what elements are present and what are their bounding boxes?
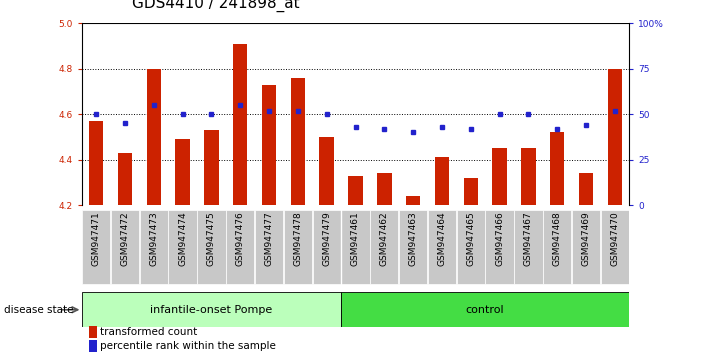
Text: GSM947478: GSM947478 <box>294 211 302 266</box>
Bar <box>608 69 622 205</box>
Text: GDS4410 / 241898_at: GDS4410 / 241898_at <box>132 0 299 12</box>
Text: GSM947467: GSM947467 <box>524 211 533 266</box>
FancyBboxPatch shape <box>572 210 600 284</box>
Text: GSM947477: GSM947477 <box>264 211 274 266</box>
FancyBboxPatch shape <box>198 210 225 284</box>
Bar <box>233 44 247 205</box>
Text: infantile-onset Pompe: infantile-onset Pompe <box>150 305 272 315</box>
FancyBboxPatch shape <box>456 210 485 284</box>
FancyBboxPatch shape <box>255 210 283 284</box>
Text: transformed count: transformed count <box>100 327 198 337</box>
Bar <box>118 153 132 205</box>
Text: GSM947473: GSM947473 <box>149 211 159 266</box>
Text: GSM947462: GSM947462 <box>380 211 389 266</box>
FancyBboxPatch shape <box>82 292 341 327</box>
Bar <box>492 148 507 205</box>
Text: GSM947475: GSM947475 <box>207 211 216 266</box>
Text: GSM947465: GSM947465 <box>466 211 475 266</box>
Bar <box>348 176 363 205</box>
Bar <box>204 130 219 205</box>
FancyBboxPatch shape <box>543 210 572 284</box>
FancyBboxPatch shape <box>111 210 139 284</box>
FancyBboxPatch shape <box>313 210 341 284</box>
Bar <box>146 69 161 205</box>
Text: GSM947476: GSM947476 <box>236 211 245 266</box>
Text: disease state: disease state <box>4 305 73 315</box>
Bar <box>406 196 420 205</box>
Text: GSM947471: GSM947471 <box>92 211 101 266</box>
Bar <box>579 173 593 205</box>
Bar <box>262 85 277 205</box>
Bar <box>319 137 334 205</box>
Text: GSM947472: GSM947472 <box>120 211 129 266</box>
FancyBboxPatch shape <box>428 210 456 284</box>
FancyBboxPatch shape <box>139 210 168 284</box>
FancyBboxPatch shape <box>399 210 427 284</box>
FancyBboxPatch shape <box>370 210 398 284</box>
Text: control: control <box>466 305 505 315</box>
Text: GSM947479: GSM947479 <box>322 211 331 266</box>
Text: percentile rank within the sample: percentile rank within the sample <box>100 341 276 351</box>
Text: GSM947461: GSM947461 <box>351 211 360 266</box>
Text: GSM947470: GSM947470 <box>610 211 619 266</box>
FancyBboxPatch shape <box>601 210 629 284</box>
FancyBboxPatch shape <box>341 292 629 327</box>
Bar <box>521 148 535 205</box>
Text: GSM947468: GSM947468 <box>552 211 562 266</box>
Text: GSM947466: GSM947466 <box>495 211 504 266</box>
Bar <box>176 139 190 205</box>
FancyBboxPatch shape <box>284 210 312 284</box>
FancyBboxPatch shape <box>226 210 255 284</box>
FancyBboxPatch shape <box>341 210 370 284</box>
Bar <box>89 121 103 205</box>
Bar <box>377 173 392 205</box>
FancyBboxPatch shape <box>486 210 513 284</box>
Text: GSM947463: GSM947463 <box>409 211 417 266</box>
FancyBboxPatch shape <box>82 210 110 284</box>
Bar <box>434 158 449 205</box>
FancyBboxPatch shape <box>514 210 542 284</box>
Bar <box>464 178 478 205</box>
Bar <box>291 78 305 205</box>
Text: GSM947474: GSM947474 <box>178 211 187 266</box>
Text: GSM947464: GSM947464 <box>437 211 447 266</box>
FancyBboxPatch shape <box>169 210 197 284</box>
Text: GSM947469: GSM947469 <box>582 211 591 266</box>
Bar <box>550 132 565 205</box>
